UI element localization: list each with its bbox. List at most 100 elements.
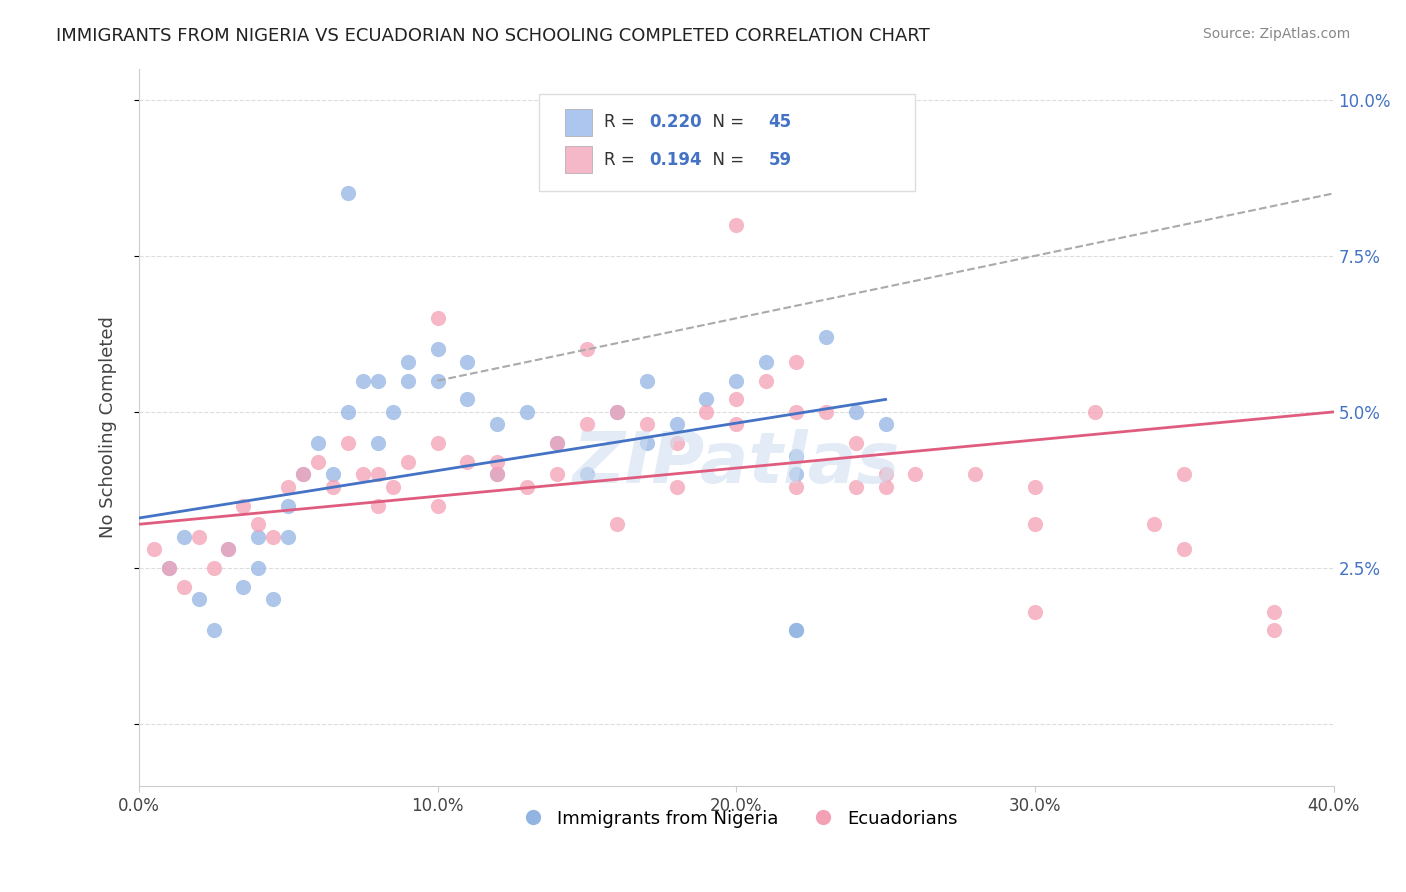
Text: 59: 59 — [769, 151, 792, 169]
Point — [187, 530, 209, 544]
Point — [755, 355, 778, 369]
Point — [814, 330, 837, 344]
Point — [1024, 480, 1046, 494]
Point — [875, 467, 897, 482]
Point — [575, 343, 598, 357]
Point — [785, 624, 807, 638]
Point — [725, 374, 748, 388]
Point — [486, 467, 509, 482]
Point — [665, 480, 688, 494]
Point — [575, 467, 598, 482]
Point — [725, 417, 748, 432]
Point — [426, 311, 449, 326]
Text: 45: 45 — [769, 113, 792, 131]
Point — [381, 480, 404, 494]
Point — [636, 417, 658, 432]
Point — [277, 480, 299, 494]
Point — [695, 392, 717, 407]
Point — [636, 436, 658, 450]
FancyBboxPatch shape — [565, 146, 592, 173]
Point — [1173, 467, 1195, 482]
Point — [247, 561, 270, 575]
Text: 0.194: 0.194 — [650, 151, 702, 169]
Point — [785, 355, 807, 369]
Legend: Immigrants from Nigeria, Ecuadorians: Immigrants from Nigeria, Ecuadorians — [508, 803, 965, 835]
Point — [336, 186, 359, 201]
Point — [725, 392, 748, 407]
Text: R =: R = — [603, 113, 640, 131]
Y-axis label: No Schooling Completed: No Schooling Completed — [100, 317, 117, 539]
Point — [845, 405, 868, 419]
Point — [636, 374, 658, 388]
Point — [367, 436, 389, 450]
Point — [546, 436, 568, 450]
Point — [755, 374, 778, 388]
FancyBboxPatch shape — [565, 109, 592, 136]
Text: N =: N = — [702, 151, 749, 169]
Point — [516, 480, 538, 494]
Point — [157, 561, 180, 575]
Point — [352, 374, 374, 388]
Point — [426, 374, 449, 388]
Point — [1024, 605, 1046, 619]
Point — [142, 542, 165, 557]
Point — [202, 624, 225, 638]
Point — [845, 480, 868, 494]
Point — [247, 517, 270, 532]
Point — [277, 530, 299, 544]
Point — [1024, 517, 1046, 532]
Point — [1143, 517, 1166, 532]
Point — [157, 561, 180, 575]
Point — [426, 499, 449, 513]
Point — [336, 405, 359, 419]
Point — [665, 436, 688, 450]
Text: IMMIGRANTS FROM NIGERIA VS ECUADORIAN NO SCHOOLING COMPLETED CORRELATION CHART: IMMIGRANTS FROM NIGERIA VS ECUADORIAN NO… — [56, 27, 929, 45]
Text: 0.220: 0.220 — [650, 113, 702, 131]
Point — [218, 542, 240, 557]
Point — [381, 405, 404, 419]
Point — [575, 417, 598, 432]
Point — [218, 542, 240, 557]
Text: Source: ZipAtlas.com: Source: ZipAtlas.com — [1202, 27, 1350, 41]
Point — [336, 436, 359, 450]
Point — [173, 580, 195, 594]
Text: ZIPatlas: ZIPatlas — [572, 429, 900, 498]
Point — [1084, 405, 1107, 419]
Point — [426, 436, 449, 450]
Point — [665, 417, 688, 432]
Point — [785, 467, 807, 482]
Point — [456, 355, 478, 369]
Point — [606, 517, 628, 532]
Point — [695, 405, 717, 419]
FancyBboxPatch shape — [538, 94, 915, 191]
Point — [814, 405, 837, 419]
Point — [367, 467, 389, 482]
Point — [1263, 605, 1285, 619]
Point — [247, 530, 270, 544]
Point — [1263, 624, 1285, 638]
Point — [307, 436, 329, 450]
Point — [456, 392, 478, 407]
Point — [456, 455, 478, 469]
Point — [173, 530, 195, 544]
Point — [396, 355, 419, 369]
Point — [367, 499, 389, 513]
Point — [292, 467, 315, 482]
Point — [725, 218, 748, 232]
Point — [546, 436, 568, 450]
Point — [187, 592, 209, 607]
Text: N =: N = — [702, 113, 749, 131]
Point — [322, 480, 344, 494]
Point — [232, 499, 254, 513]
Point — [875, 417, 897, 432]
Point — [486, 455, 509, 469]
Point — [426, 343, 449, 357]
Point — [875, 480, 897, 494]
Point — [307, 455, 329, 469]
Text: R =: R = — [603, 151, 640, 169]
Point — [277, 499, 299, 513]
Point — [546, 467, 568, 482]
Point — [904, 467, 927, 482]
Point — [486, 417, 509, 432]
Point — [396, 455, 419, 469]
